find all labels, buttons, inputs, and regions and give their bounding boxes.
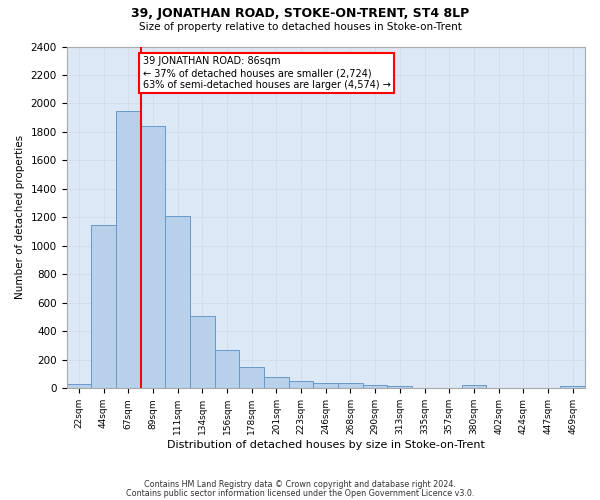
Bar (140, 126, 165, 388)
Bar (165, 216, 190, 388)
Text: 39, JONATHAN ROAD, STOKE-ON-TRENT, ST4 8LP: 39, JONATHAN ROAD, STOKE-ON-TRENT, ST4 8… (131, 8, 469, 20)
Bar (67, 384, 91, 388)
Bar (560, 386, 585, 388)
Y-axis label: Number of detached properties: Number of detached properties (15, 136, 25, 300)
Text: Size of property relative to detached houses in Stoke-on-Trent: Size of property relative to detached ho… (139, 22, 461, 32)
Bar (338, 384, 363, 388)
Bar (289, 381, 313, 388)
Bar (116, 110, 140, 388)
Text: Contains public sector information licensed under the Open Government Licence v3: Contains public sector information licen… (126, 489, 474, 498)
Bar (363, 386, 388, 388)
Bar (461, 386, 486, 388)
Bar (388, 386, 412, 388)
Bar (91, 224, 116, 388)
Bar (313, 382, 338, 388)
Bar (239, 367, 264, 388)
Bar (264, 377, 289, 388)
Text: 39 JONATHAN ROAD: 86sqm
← 37% of detached houses are smaller (2,724)
63% of semi: 39 JONATHAN ROAD: 86sqm ← 37% of detache… (143, 56, 391, 90)
X-axis label: Distribution of detached houses by size in Stoke-on-Trent: Distribution of detached houses by size … (167, 440, 485, 450)
Bar (215, 350, 239, 389)
Text: Contains HM Land Registry data © Crown copyright and database right 2024.: Contains HM Land Registry data © Crown c… (144, 480, 456, 489)
Bar (190, 316, 215, 388)
